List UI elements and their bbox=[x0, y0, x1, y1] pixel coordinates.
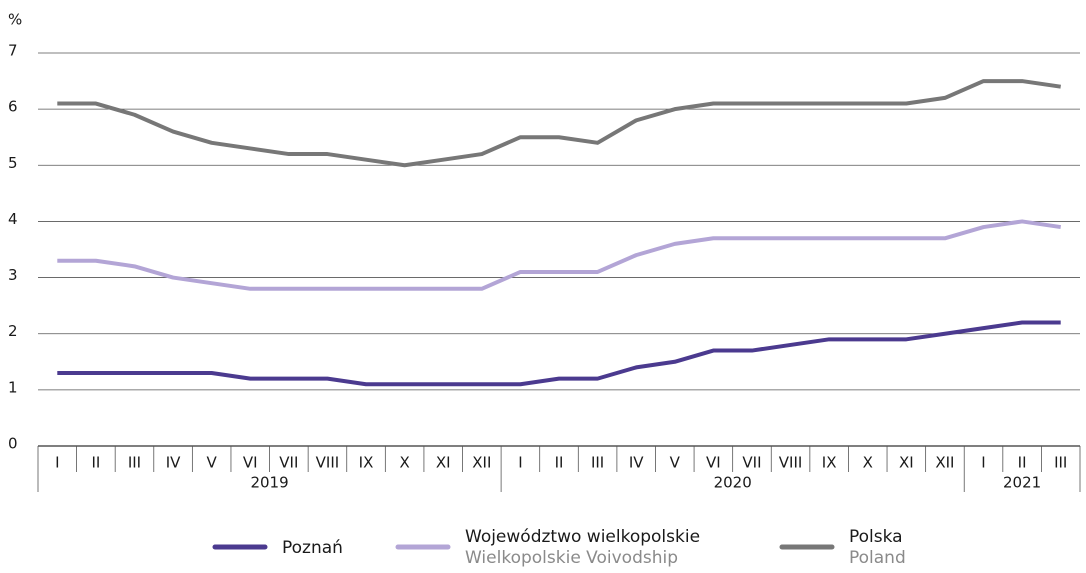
y-axis-label: % bbox=[8, 11, 22, 29]
x-tick-label: VIII bbox=[779, 454, 803, 472]
x-group-label: 2019 bbox=[250, 474, 288, 492]
x-tick-label: VII bbox=[279, 454, 298, 472]
x-tick-label: VI bbox=[706, 454, 721, 472]
legend-label: Województwo wielkopolskie bbox=[465, 527, 700, 547]
y-tick-label: 7 bbox=[8, 42, 18, 60]
x-tick-label: X bbox=[399, 454, 409, 472]
x-group-label: 2020 bbox=[714, 474, 752, 492]
y-tick-label: 5 bbox=[8, 154, 18, 172]
y-tick-label: 4 bbox=[8, 210, 18, 228]
series-line bbox=[57, 219, 1061, 291]
x-tick-label: VIII bbox=[316, 454, 340, 472]
legend-sublabel: Poland bbox=[849, 548, 906, 568]
y-tick-label: 0 bbox=[8, 435, 18, 453]
x-tick-label: III bbox=[591, 454, 604, 472]
legend-label: Polska bbox=[849, 527, 903, 547]
x-tick-label: II bbox=[555, 454, 564, 472]
x-tick-label: III bbox=[1054, 454, 1067, 472]
x-tick-label: XII bbox=[472, 454, 491, 472]
series-line bbox=[57, 320, 1061, 387]
series-line bbox=[57, 79, 1061, 168]
x-tick-label: II bbox=[1018, 454, 1027, 472]
x-tick-label: VII bbox=[742, 454, 761, 472]
legend-label: Poznań bbox=[282, 538, 343, 558]
x-tick-label: XI bbox=[899, 454, 914, 472]
x-tick-label: II bbox=[91, 454, 100, 472]
x-tick-label: XII bbox=[935, 454, 954, 472]
x-tick-label: IV bbox=[629, 454, 644, 472]
x-group-label: 2021 bbox=[1003, 474, 1041, 492]
x-tick-label: VI bbox=[243, 454, 258, 472]
x-tick-label: I bbox=[55, 454, 59, 472]
x-tick-label: I bbox=[981, 454, 985, 472]
x-tick-label: X bbox=[863, 454, 873, 472]
x-tick-label: IV bbox=[166, 454, 181, 472]
x-tick-label: IX bbox=[359, 454, 374, 472]
x-tick-label: V bbox=[207, 454, 218, 472]
y-tick-label: 3 bbox=[8, 266, 18, 284]
legend-sublabel: Wielkopolskie Voivodship bbox=[465, 548, 678, 568]
x-tick-label: IX bbox=[822, 454, 837, 472]
x-tick-label: XI bbox=[436, 454, 451, 472]
x-tick-label: V bbox=[670, 454, 681, 472]
y-tick-label: 2 bbox=[8, 322, 18, 340]
x-tick-label: I bbox=[518, 454, 522, 472]
x-tick-label: III bbox=[128, 454, 141, 472]
y-tick-label: 6 bbox=[8, 98, 18, 116]
y-tick-label: 1 bbox=[8, 378, 18, 396]
